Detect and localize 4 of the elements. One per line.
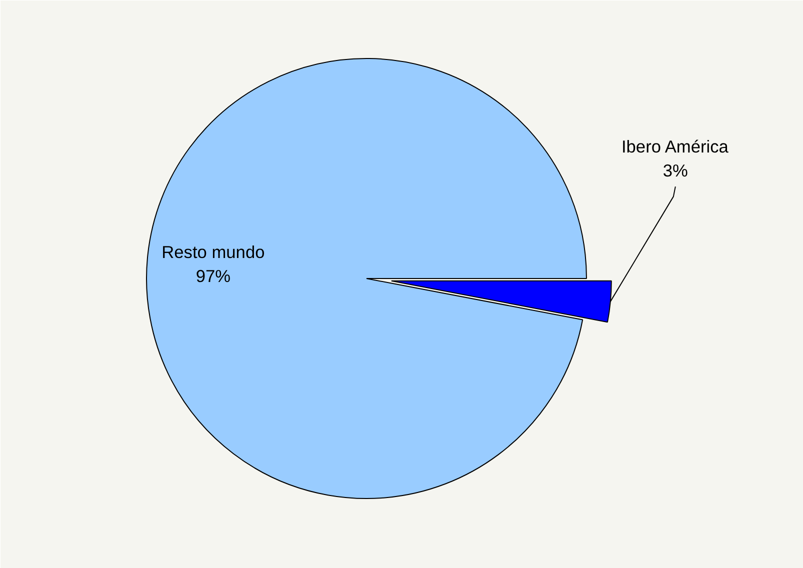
- slice-label: Resto mundo: [162, 242, 265, 262]
- data-label: 97%: [196, 266, 231, 286]
- slice-label: Ibero América: [621, 136, 729, 157]
- data-label: 3%: [662, 160, 688, 181]
